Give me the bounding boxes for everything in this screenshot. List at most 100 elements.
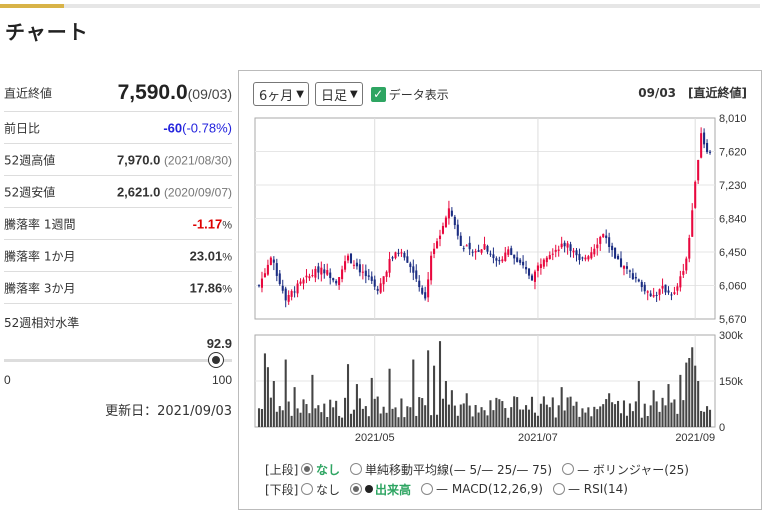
candle-body	[257, 285, 261, 287]
volume-bar	[510, 407, 513, 427]
volume-bar	[605, 399, 608, 427]
volume-bar	[450, 390, 453, 427]
candle-body	[453, 216, 456, 226]
volume-bar	[655, 401, 658, 427]
candle-body	[679, 276, 682, 288]
volume-bar	[614, 404, 617, 427]
stat-return-1m: 騰落率 1か月 23.01%	[4, 240, 232, 272]
candle-body	[670, 294, 673, 296]
volume-bar	[643, 403, 646, 427]
show-data-checkbox[interactable]: ✓	[370, 86, 386, 102]
return-1m-value: 23.01	[189, 248, 223, 263]
volume-bar	[575, 401, 578, 427]
candle-body	[530, 275, 534, 281]
volume-bar	[617, 400, 620, 427]
candle-body	[483, 244, 486, 250]
volume-bar	[525, 405, 528, 427]
volume-bar	[352, 409, 355, 427]
candle-body	[551, 253, 554, 255]
candle-body	[536, 265, 539, 271]
candle-body	[533, 271, 536, 282]
candle-body	[646, 291, 649, 293]
candle-body	[302, 279, 305, 284]
candle-body	[349, 253, 353, 264]
radio-icon[interactable]	[421, 483, 434, 495]
show-data-label: データ表示	[388, 87, 449, 102]
candle-body	[364, 270, 367, 277]
candle-body	[275, 263, 278, 276]
volume-bar	[335, 400, 338, 427]
radio-selected-icon[interactable]	[301, 463, 313, 475]
change-value: -60	[163, 120, 183, 135]
volume-bar	[608, 393, 611, 427]
volume-bar	[640, 417, 643, 427]
radio-icon[interactable]	[350, 463, 363, 475]
volume-bar	[495, 397, 498, 427]
volume-bar	[421, 398, 424, 427]
candle-body	[456, 224, 459, 236]
upper-option-bollinger[interactable]: — ボリンジャー(25)	[562, 461, 689, 478]
candle-body	[305, 275, 308, 278]
relative-slider-track	[4, 359, 232, 362]
volume-bar	[513, 396, 516, 427]
chart-panel: 8,010 7,620 7,230 6,840 6,450 6,060 5,670 300k 1…	[238, 70, 762, 510]
upper-option-none[interactable]: なし	[301, 461, 340, 478]
lower-option-rsi[interactable]: — RSI(14)	[552, 482, 628, 496]
volume-bar	[694, 365, 697, 427]
lower-option-none[interactable]: なし	[301, 481, 340, 498]
volume-bar	[489, 400, 492, 427]
volume-bar	[453, 405, 456, 427]
candle-body	[655, 294, 658, 296]
interval-select[interactable]: 日足 ▼	[314, 82, 363, 106]
volume-bar	[539, 403, 542, 427]
candle-body	[498, 260, 501, 262]
volume-bar	[459, 404, 462, 427]
section-rule	[0, 4, 760, 8]
volume-bar	[269, 397, 272, 427]
volume-bar	[649, 405, 652, 427]
volume-bar	[388, 368, 391, 427]
volume-bar	[646, 416, 649, 427]
volume-bar	[483, 410, 486, 427]
volume-bar	[522, 409, 525, 427]
x-tick-label: 2021/09	[675, 432, 715, 444]
upper-option-sma[interactable]: 単純移動平均線(— 5/— 25/— 75)	[350, 461, 552, 478]
volume-bar	[314, 408, 317, 427]
stock-chart: 8,010 7,620 7,230 6,840 6,450 6,060 5,670 300k 1…	[254, 113, 747, 444]
pct-unit: %	[222, 219, 232, 231]
volume-bar	[596, 409, 599, 427]
period-select[interactable]: 6ヶ月 ▼	[253, 82, 309, 106]
candle-body	[640, 281, 643, 288]
volume-bar	[536, 415, 539, 427]
volume-bar	[569, 396, 572, 427]
candle-body	[599, 236, 602, 244]
radio-icon[interactable]	[552, 483, 565, 495]
lower-option-macd[interactable]: — MACD(12,26,9)	[421, 482, 543, 496]
volume-bar	[436, 414, 439, 427]
radio-icon[interactable]	[562, 463, 575, 475]
volume-bar	[697, 381, 700, 427]
chevron-down-icon: ▼	[296, 88, 304, 100]
lower-option-volume[interactable]: 出来高	[350, 481, 411, 498]
candle-body	[287, 295, 290, 302]
candle-body	[634, 276, 637, 279]
volume-bar	[320, 412, 323, 427]
stat-change: 前日比 -60(-0.78%)	[4, 112, 232, 144]
price-tick-label: 6,450	[719, 247, 747, 259]
stats-panel: 直近終値 7,590.0(09/03) 前日比 -60(-0.78%) 52週高…	[4, 74, 232, 419]
radio-icon[interactable]	[301, 483, 313, 495]
candle-body	[554, 249, 557, 252]
candle-body	[382, 276, 385, 285]
volume-bar	[293, 387, 296, 427]
candle-body	[584, 257, 587, 260]
volume-bar	[346, 364, 350, 427]
interval-value: 日足	[320, 88, 347, 104]
volume-bar	[676, 413, 679, 427]
volume-bar	[492, 410, 495, 427]
candle-body	[703, 132, 706, 145]
volume-bar	[438, 341, 442, 427]
volume-bar	[566, 397, 569, 427]
candle-body	[572, 250, 575, 253]
candle-body	[628, 270, 631, 272]
radio-selected-icon[interactable]	[350, 483, 363, 495]
